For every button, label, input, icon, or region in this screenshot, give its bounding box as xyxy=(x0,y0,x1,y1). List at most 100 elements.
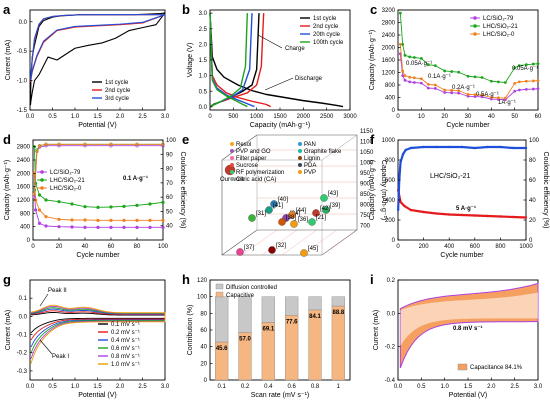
legend-label: 0.4 mV s⁻¹ xyxy=(111,338,140,344)
data-point xyxy=(403,78,407,82)
legend-marker xyxy=(230,142,234,146)
y-tick-label: 800 xyxy=(20,211,31,217)
x-tick-label: 0 xyxy=(31,244,35,250)
data-point xyxy=(109,142,113,146)
data-point xyxy=(419,81,423,85)
data-point xyxy=(70,202,74,206)
legend-label: Sucrose xyxy=(236,163,259,169)
legend-label: 3rd cycle xyxy=(105,96,130,102)
y-tick-label: 1600 xyxy=(382,58,396,64)
point-marker xyxy=(322,206,330,214)
chart-f: 0 200 400 600 800 100002004006008001000020406… xyxy=(369,138,549,259)
data-point xyxy=(148,218,152,222)
data-point xyxy=(422,210,425,214)
data-point xyxy=(401,69,405,73)
z-tick-label: 750 xyxy=(360,213,371,219)
legend-marker xyxy=(473,32,477,36)
x-tick-label: 2.5 xyxy=(138,384,147,390)
point-label: [41] xyxy=(273,203,283,209)
y-tick-label: 0.2 xyxy=(387,278,396,284)
data-point xyxy=(35,149,39,154)
data-point xyxy=(70,225,74,229)
point-marker xyxy=(265,206,273,214)
x-tick-label: 0.5 xyxy=(48,114,57,120)
legend-marker xyxy=(298,163,302,167)
bar-value-label: 88.8 xyxy=(332,310,344,316)
x-tick-label: 60 xyxy=(108,244,115,250)
data-point xyxy=(96,225,100,229)
bar-value-label: 77.6 xyxy=(286,319,298,325)
y-tick-label: 2400 xyxy=(382,33,396,39)
grid-line xyxy=(321,229,358,256)
y-tick-label: 60 xyxy=(166,195,173,201)
y-tick-label: 80 xyxy=(166,167,173,173)
y-tick-label: 100 xyxy=(529,138,540,144)
legend-label: Lignin xyxy=(304,156,320,162)
point-label: [31] xyxy=(256,211,266,217)
x-tick-label: 10 xyxy=(418,114,425,120)
data-point xyxy=(161,218,165,222)
x-axis-label: Cycle number xyxy=(446,122,490,129)
y-tick-label: 200 xyxy=(385,218,396,224)
y-tick-label: -0.4 xyxy=(385,378,396,384)
y-axis-label: Capacity (mAh·g⁻¹) xyxy=(4,160,11,220)
point-marker xyxy=(224,164,236,176)
y-tick-label: -0.5 xyxy=(17,49,28,55)
x-axis-label: Potential (V) xyxy=(449,392,488,399)
data-point xyxy=(433,64,437,68)
data-point xyxy=(496,80,500,84)
legend-label: RF polymerization xyxy=(236,170,284,176)
y-tick-label: -0.1 xyxy=(17,333,28,339)
panel-letter-d: d xyxy=(3,132,11,147)
x-tick-label: 0.1 xyxy=(217,384,226,390)
bar-diffusion xyxy=(215,296,229,343)
annotation-peak-i: Peak I xyxy=(52,354,69,360)
data-point xyxy=(460,145,464,149)
legend-label: PVP xyxy=(304,170,316,176)
x-tick-label: 80 xyxy=(134,244,141,250)
legend-label: Graphite flake xyxy=(304,149,342,155)
legend-label: PVP and GO xyxy=(236,149,271,155)
z-tick-label: 900 xyxy=(360,182,371,188)
rate-label: 0.1A·g⁻¹ xyxy=(428,74,451,80)
y2-axis-label: Coulombic efficiency (%) xyxy=(542,152,549,229)
bar-diffusion xyxy=(261,296,275,323)
bar-capacitive xyxy=(308,309,322,381)
y-tick-label: 0.0 xyxy=(387,311,396,317)
y-tick-label: 1200 xyxy=(17,198,31,204)
data-point xyxy=(122,204,126,208)
data-point xyxy=(433,87,437,90)
x-tick-label: 2.0 xyxy=(487,384,496,390)
data-point xyxy=(409,146,412,150)
data-point xyxy=(513,89,517,93)
y-tick-label: 20 xyxy=(529,218,536,224)
y-tick-label: 1600 xyxy=(17,185,31,191)
y-tick-label: 80 xyxy=(529,158,536,164)
data-point xyxy=(403,53,407,57)
point-marker xyxy=(288,211,296,219)
legend-marker xyxy=(40,186,44,190)
data-point xyxy=(426,86,430,90)
data-point xyxy=(457,91,461,95)
y-tick-label: 80 xyxy=(200,311,207,317)
data-point xyxy=(57,217,61,221)
x-tick-label: 20 xyxy=(56,244,63,250)
x-tick-label: 100 xyxy=(158,244,169,250)
series-line xyxy=(399,53,539,101)
x-tick-label: 50 xyxy=(511,114,518,120)
data-point xyxy=(399,200,402,204)
bar-capacitive xyxy=(331,305,345,381)
y-tick-label: 2800 xyxy=(17,145,31,151)
x-tick-label: 0.5 xyxy=(417,384,426,390)
annotation-material: LHC/SiO₂-21 xyxy=(430,173,471,180)
y2-axis-label: Coulombic efficiency (%) xyxy=(179,152,186,229)
data-point xyxy=(536,87,540,91)
data-point xyxy=(161,225,165,229)
x-tick-label: 2500 xyxy=(320,114,334,120)
x-tick-label: 1.5 xyxy=(93,114,102,120)
y-tick-label: 100 xyxy=(166,138,177,144)
x-tick-label: 60 xyxy=(535,114,542,120)
y-tick-label: 50 xyxy=(166,209,173,215)
x-tick-label: 3.0 xyxy=(161,384,170,390)
data-point xyxy=(412,56,416,59)
